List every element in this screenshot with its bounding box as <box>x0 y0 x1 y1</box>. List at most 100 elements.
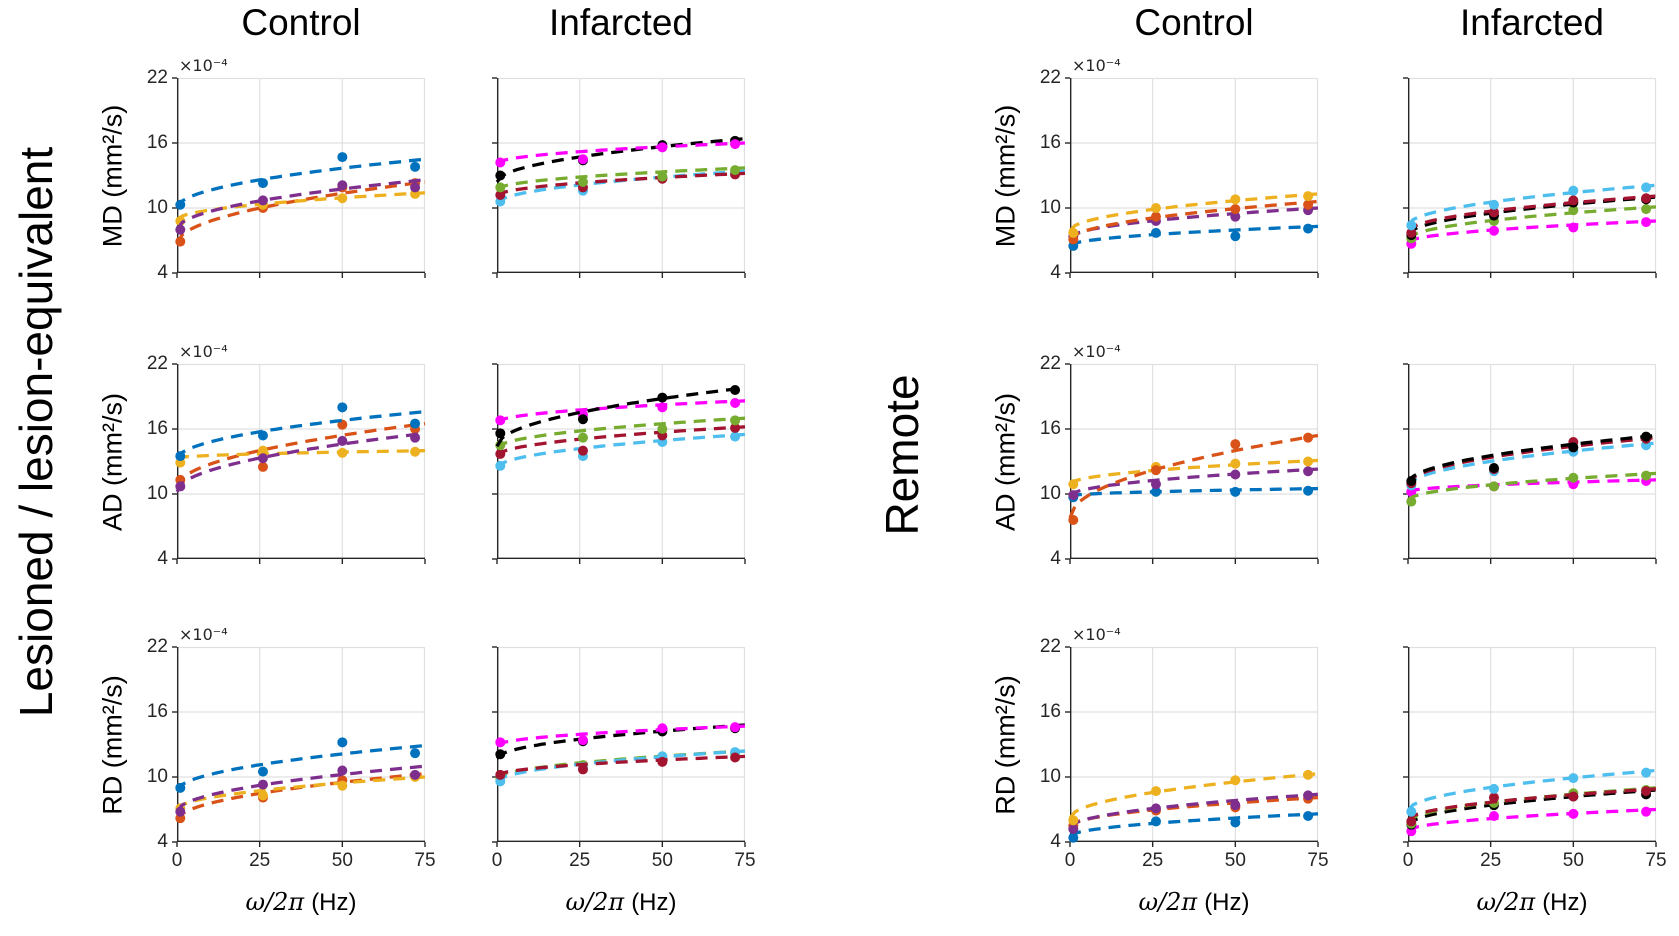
fit-curve-orange <box>175 421 426 489</box>
data-point-yellow <box>410 446 421 457</box>
plot-remote-md-control <box>1065 77 1319 278</box>
data-point-purple <box>1068 490 1079 501</box>
fit-curve-black <box>495 386 746 448</box>
data-point-black <box>1406 476 1417 486</box>
data-point-yellow <box>257 790 268 801</box>
plot-box <box>1069 646 1319 843</box>
data-point-darkred <box>1641 193 1652 204</box>
data-point-orange <box>1230 204 1241 215</box>
data-point-darkred <box>657 756 668 767</box>
data-point-yellow <box>337 780 348 791</box>
data-point-cyan <box>730 431 741 442</box>
data-point-orange <box>1068 515 1079 525</box>
fit-curve-magenta <box>496 141 746 166</box>
x-tick-label: 0 <box>491 850 503 871</box>
data-point-blue <box>337 402 348 413</box>
data-point-darkred <box>1406 227 1417 238</box>
data-point-magenta <box>1568 808 1579 819</box>
data-point-black <box>657 392 668 403</box>
y-tick-label: 10 <box>1039 483 1061 504</box>
data-point-orange <box>1303 432 1314 443</box>
data-point-yellow <box>1230 194 1241 205</box>
column-header-lesioned-control: Control <box>241 2 361 43</box>
data-point-blue <box>1303 485 1314 496</box>
data-point-yellow <box>1303 191 1314 202</box>
data-point-purple <box>410 769 421 780</box>
x-axis-label: ω/2π (Hz) <box>1442 888 1622 917</box>
fit-curve-purple <box>175 764 426 813</box>
data-point-cyan <box>1641 767 1652 778</box>
data-point-yellow <box>1230 775 1241 786</box>
data-point-cyan <box>1488 783 1499 794</box>
fit-curve-yellow <box>1069 458 1319 486</box>
data-point-orange <box>1303 199 1314 210</box>
fit-curve-magenta <box>1407 807 1657 833</box>
data-point-black <box>495 170 506 181</box>
fit-curve-darkred <box>496 171 746 198</box>
row-label-lesioned-ad: AD (mm²/s) <box>97 393 128 531</box>
data-point-blue <box>1303 223 1314 234</box>
data-point-yellow <box>1068 479 1079 490</box>
data-point-purple <box>1150 803 1161 814</box>
data-point-blue <box>410 418 421 429</box>
data-point-magenta <box>657 723 668 734</box>
fit-curve-black <box>1406 433 1657 485</box>
data-point-black <box>495 749 506 760</box>
y-tick-label: 22 <box>1039 636 1061 657</box>
fit-curve-cyan <box>1406 441 1657 488</box>
x-axis-label: ω/2π (Hz) <box>531 888 711 917</box>
data-point-magenta <box>730 722 741 733</box>
x-axis-label-unit: (Hz) <box>1204 889 1250 916</box>
data-point-yellow <box>1068 815 1079 826</box>
data-point-orange <box>175 236 186 247</box>
data-point-magenta <box>1568 222 1579 233</box>
fit-curve-blue <box>1069 812 1319 838</box>
data-point-yellow <box>1150 786 1161 797</box>
fit-curve-purple <box>175 178 426 231</box>
data-point-cyan <box>1406 220 1417 231</box>
column-header-remote-control: Control <box>1134 2 1254 43</box>
fit-curve-yellow <box>176 449 425 460</box>
y-tick-label: 4 <box>1050 548 1061 569</box>
data-point-cyan <box>495 460 506 471</box>
plot-box <box>1069 363 1319 560</box>
y-tick-label: 16 <box>1039 418 1061 439</box>
y-tick-label: 16 <box>1039 132 1061 153</box>
data-point-darkred <box>495 448 506 459</box>
data-point-black <box>577 414 588 425</box>
data-point-orange <box>1150 465 1161 476</box>
plot-lesioned-md-control <box>172 77 426 278</box>
x-axis-label-unit: (Hz) <box>631 889 677 916</box>
fit-curve-cyan <box>1406 183 1657 227</box>
plot-box <box>176 77 426 274</box>
data-point-magenta <box>730 139 741 150</box>
y-tick-label: 16 <box>146 418 168 439</box>
data-point-darkred <box>1641 786 1652 797</box>
row-label-remote-rd: RD (mm²/s) <box>990 675 1021 815</box>
data-point-darkred <box>495 190 506 200</box>
data-point-cyan <box>1406 806 1417 817</box>
fit-curve-darkred <box>1406 787 1657 822</box>
data-point-darkred <box>1568 195 1579 206</box>
y-tick-label: 22 <box>146 67 168 88</box>
data-point-magenta <box>1488 811 1499 821</box>
x-axis-label-math: ω/2π <box>245 888 305 916</box>
fit-curve-orange <box>175 180 426 245</box>
data-point-blue <box>337 152 348 163</box>
x-tick-label: 0 <box>171 850 183 871</box>
data-point-magenta <box>657 402 668 413</box>
data-point-black <box>1488 463 1499 473</box>
plot-remote-ad-infarcted <box>1403 363 1657 564</box>
data-point-yellow <box>1150 203 1161 213</box>
plot-lesioned-ad-control <box>172 363 426 564</box>
plot-lesioned-ad-infarcted <box>492 363 746 564</box>
fit-curve-green <box>1406 205 1657 241</box>
x-tick-label: 50 <box>651 850 673 871</box>
data-point-blue <box>1230 817 1241 828</box>
data-point-green <box>1568 472 1579 483</box>
data-point-magenta <box>495 415 506 426</box>
row-label-lesioned-rd: RD (mm²/s) <box>97 675 128 815</box>
y-tick-label: 16 <box>146 701 168 722</box>
data-point-green <box>1568 205 1579 216</box>
plot-box <box>1069 77 1319 274</box>
